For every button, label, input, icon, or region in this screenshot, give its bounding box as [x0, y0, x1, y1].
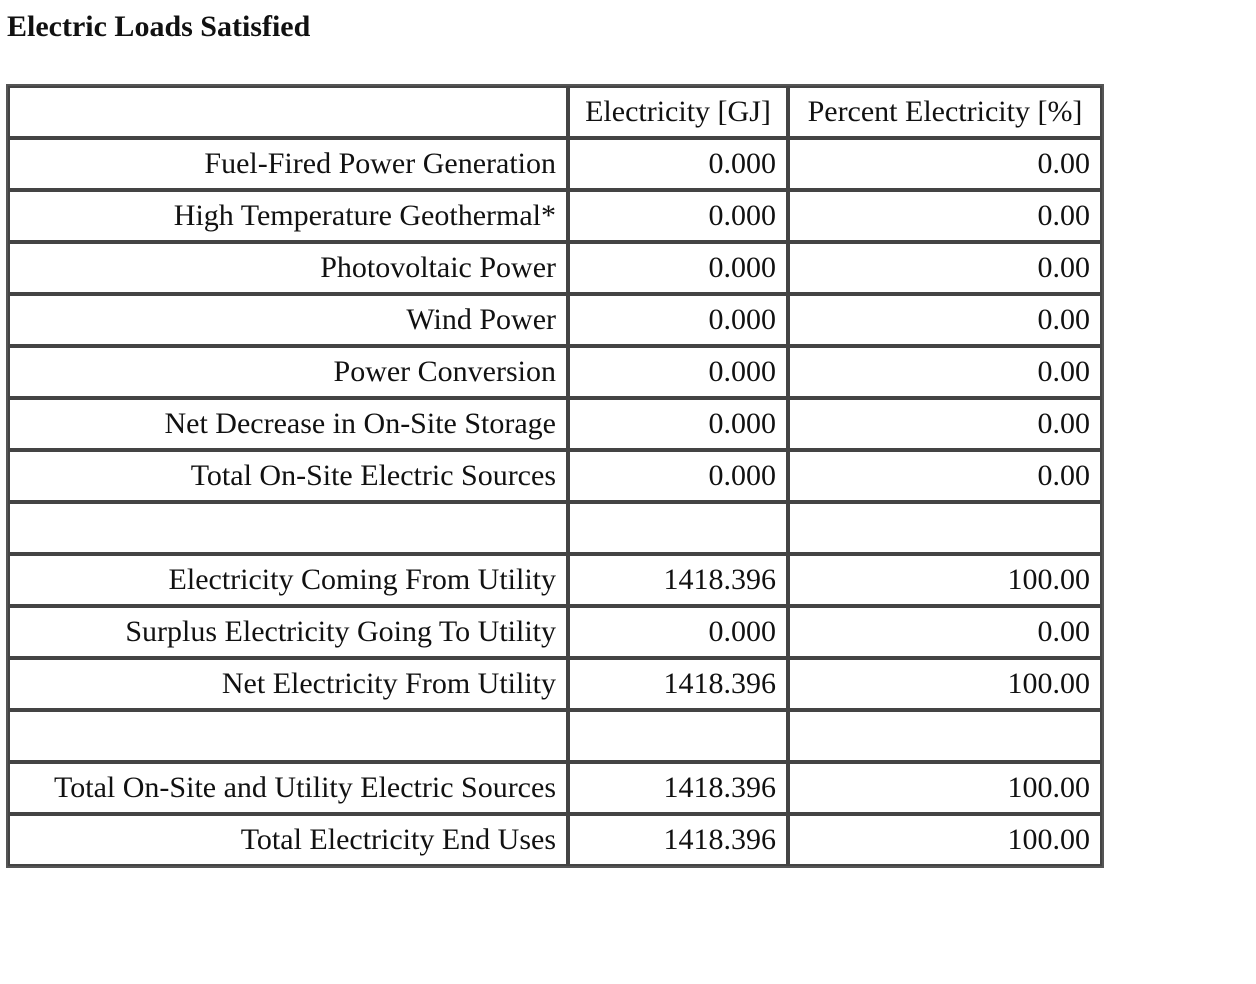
table-row: Fuel-Fired Power Generation 0.000 0.00 — [8, 138, 1102, 190]
row-label: Net Decrease in On-Site Storage — [8, 398, 568, 450]
table-row: Total On-Site Electric Sources 0.000 0.0… — [8, 450, 1102, 502]
table-row: Net Electricity From Utility 1418.396 10… — [8, 658, 1102, 710]
percent-electricity-cell: 0.00 — [788, 294, 1102, 346]
electricity-gj-cell: 1418.396 — [568, 762, 788, 814]
row-label: Power Conversion — [8, 346, 568, 398]
table-row: Wind Power 0.000 0.00 — [8, 294, 1102, 346]
row-label: Total On-Site and Utility Electric Sourc… — [8, 762, 568, 814]
row-label: Fuel-Fired Power Generation — [8, 138, 568, 190]
electricity-gj-cell: 1418.396 — [568, 658, 788, 710]
row-label: Surplus Electricity Going To Utility — [8, 606, 568, 658]
electricity-gj-cell: 0.000 — [568, 450, 788, 502]
percent-electricity-cell: 100.00 — [788, 554, 1102, 606]
percent-electricity-cell: 100.00 — [788, 762, 1102, 814]
row-label: Total On-Site Electric Sources — [8, 450, 568, 502]
table-row: Electricity Coming From Utility 1418.396… — [8, 554, 1102, 606]
row-label — [8, 710, 568, 762]
electricity-gj-cell: 0.000 — [568, 606, 788, 658]
electricity-gj-cell: 0.000 — [568, 138, 788, 190]
row-label — [8, 502, 568, 554]
row-label: Total Electricity End Uses — [8, 814, 568, 866]
table-header-row: Electricity [GJ] Percent Electricity [%] — [8, 86, 1102, 138]
table-row: High Temperature Geothermal* 0.000 0.00 — [8, 190, 1102, 242]
percent-electricity-cell: 0.00 — [788, 606, 1102, 658]
electricity-gj-cell: 0.000 — [568, 398, 788, 450]
electricity-gj-cell: 1418.396 — [568, 554, 788, 606]
percent-electricity-cell — [788, 710, 1102, 762]
header-cell-empty — [8, 86, 568, 138]
table-row: Net Decrease in On-Site Storage 0.000 0.… — [8, 398, 1102, 450]
percent-electricity-cell: 0.00 — [788, 346, 1102, 398]
electricity-gj-cell: 0.000 — [568, 242, 788, 294]
header-electricity-gj: Electricity [GJ] — [568, 86, 788, 138]
table-row: Total On-Site and Utility Electric Sourc… — [8, 762, 1102, 814]
table-row: Surplus Electricity Going To Utility 0.0… — [8, 606, 1102, 658]
electricity-gj-cell: 0.000 — [568, 294, 788, 346]
percent-electricity-cell: 0.00 — [788, 138, 1102, 190]
percent-electricity-cell: 100.00 — [788, 658, 1102, 710]
electricity-gj-cell: 0.000 — [568, 346, 788, 398]
table-row: Power Conversion 0.000 0.00 — [8, 346, 1102, 398]
page-title: Electric Loads Satisfied — [7, 10, 311, 43]
row-label: High Temperature Geothermal* — [8, 190, 568, 242]
table-row: Photovoltaic Power 0.000 0.00 — [8, 242, 1102, 294]
percent-electricity-cell: 100.00 — [788, 814, 1102, 866]
electricity-gj-cell — [568, 710, 788, 762]
electric-loads-table: Electricity [GJ] Percent Electricity [%]… — [6, 84, 1104, 868]
table-row-spacer — [8, 502, 1102, 554]
electricity-gj-cell: 0.000 — [568, 190, 788, 242]
percent-electricity-cell — [788, 502, 1102, 554]
table-row: Total Electricity End Uses 1418.396 100.… — [8, 814, 1102, 866]
electricity-gj-cell: 1418.396 — [568, 814, 788, 866]
electricity-gj-cell — [568, 502, 788, 554]
row-label: Photovoltaic Power — [8, 242, 568, 294]
percent-electricity-cell: 0.00 — [788, 398, 1102, 450]
table-row-spacer — [8, 710, 1102, 762]
percent-electricity-cell: 0.00 — [788, 450, 1102, 502]
row-label: Wind Power — [8, 294, 568, 346]
percent-electricity-cell: 0.00 — [788, 242, 1102, 294]
percent-electricity-cell: 0.00 — [788, 190, 1102, 242]
row-label: Electricity Coming From Utility — [8, 554, 568, 606]
header-percent-electricity: Percent Electricity [%] — [788, 86, 1102, 138]
row-label: Net Electricity From Utility — [8, 658, 568, 710]
